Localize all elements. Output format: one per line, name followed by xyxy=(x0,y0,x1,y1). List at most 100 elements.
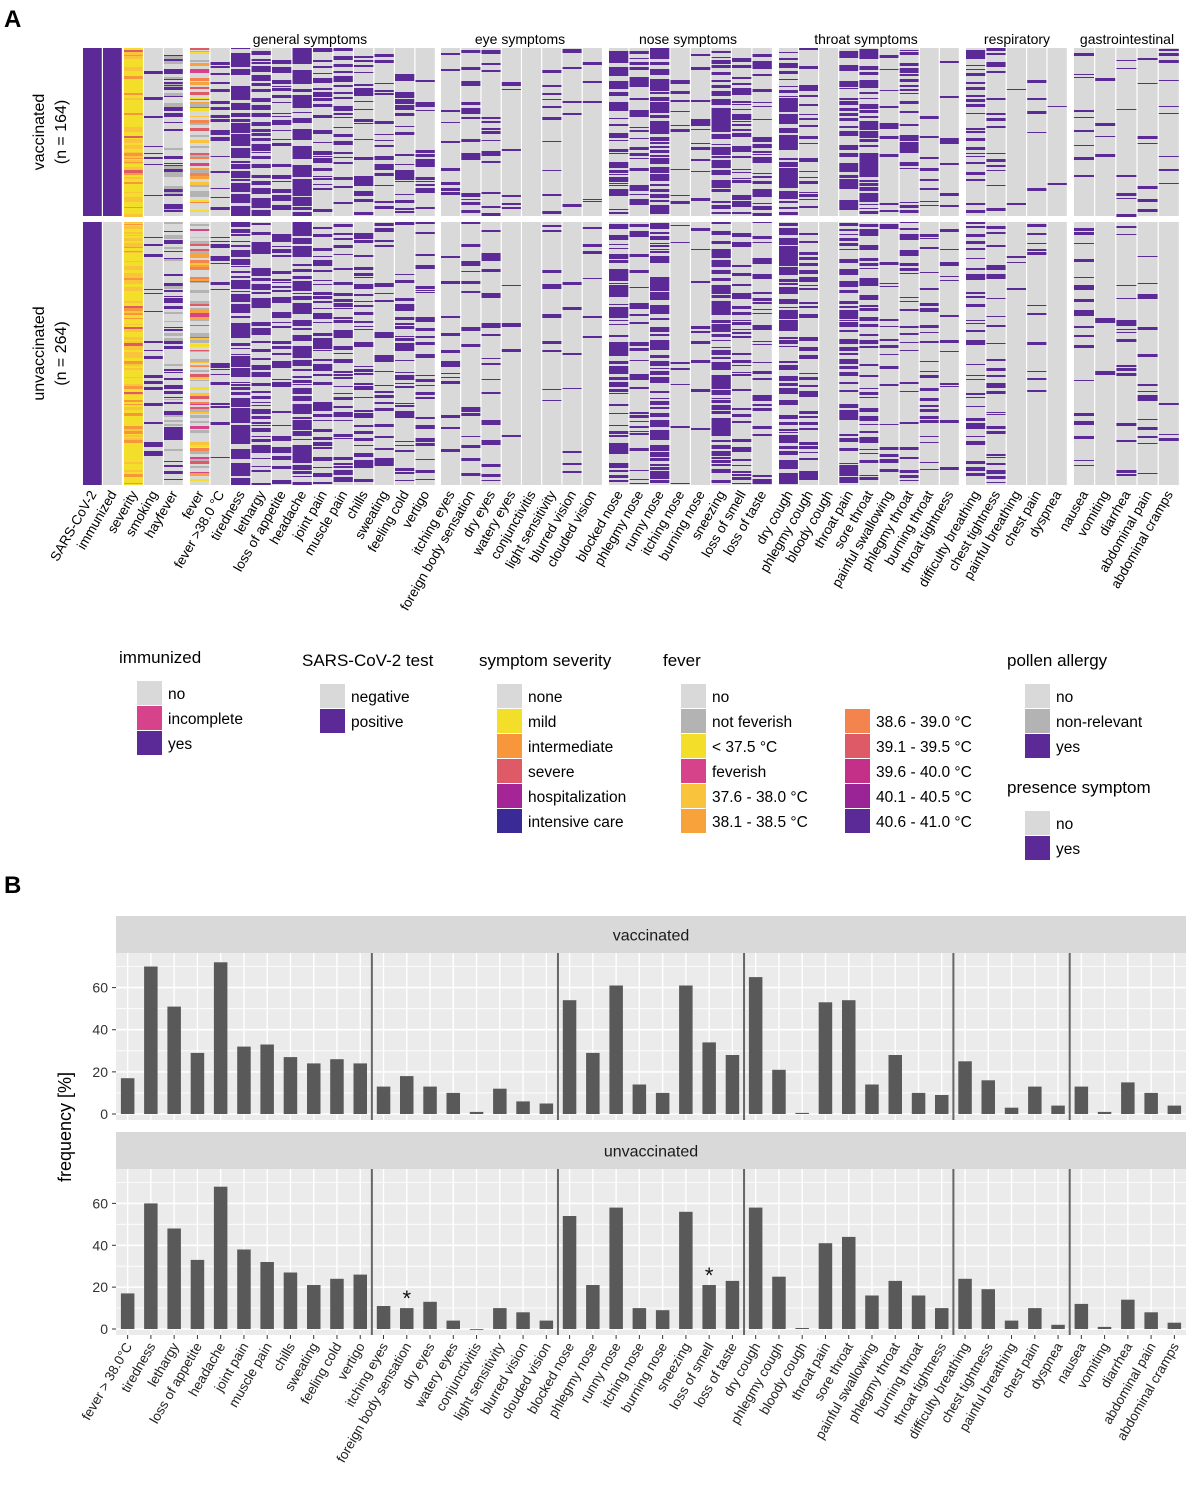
heatmap-cell xyxy=(859,438,879,440)
heatmap-cell xyxy=(124,87,143,90)
heatmap-cell xyxy=(292,269,312,270)
heatmap-cell xyxy=(313,158,333,161)
heatmap-cell xyxy=(650,445,670,448)
heatmap-cell xyxy=(859,176,879,177)
heatmap-cell xyxy=(966,268,986,270)
heatmap-cell xyxy=(231,371,251,372)
heatmap-cell xyxy=(190,263,210,265)
heatmap-cell xyxy=(124,208,143,210)
heatmap-cell xyxy=(779,299,798,302)
heatmap-cell xyxy=(292,252,312,254)
heatmap-cell xyxy=(986,170,1006,171)
heatmap-cell xyxy=(124,285,143,287)
heatmap-cell xyxy=(1074,259,1094,261)
heatmap-cell xyxy=(650,140,670,141)
heatmap-cell xyxy=(542,117,562,120)
heatmap-cell xyxy=(879,136,899,139)
heatmap-cell xyxy=(333,97,353,99)
heatmap-cell xyxy=(779,251,798,252)
heatmap-cell xyxy=(272,102,292,103)
heatmap-cell xyxy=(1027,313,1047,315)
heatmap-cell xyxy=(231,294,251,296)
bar-throat-tightness xyxy=(935,1308,949,1329)
bar-itching-eyes xyxy=(376,1086,391,1114)
heatmap-cell xyxy=(190,51,210,52)
heatmap-cell xyxy=(190,173,210,176)
heatmap-cell xyxy=(609,451,629,454)
heatmap-cell xyxy=(1074,228,1094,231)
heatmap-cell xyxy=(313,153,333,155)
heatmap-cell xyxy=(711,288,731,291)
heatmap-cell xyxy=(839,165,859,166)
heatmap-cell xyxy=(124,189,143,192)
heatmap-cell xyxy=(251,191,271,194)
heatmap-cell xyxy=(711,163,731,165)
heatmap-cell xyxy=(779,307,798,308)
heatmap-cell xyxy=(415,267,435,268)
heatmap-column-throat-tightness xyxy=(939,222,959,485)
heatmap-cell xyxy=(313,227,333,229)
heatmap-cell xyxy=(839,434,859,436)
heatmap-cell xyxy=(1074,157,1094,160)
heatmap-cell xyxy=(752,371,772,374)
heatmap-cell xyxy=(582,81,602,83)
heatmap-cell xyxy=(919,398,939,401)
heatmap-cell xyxy=(292,389,312,391)
heatmap-cell xyxy=(124,265,143,266)
heatmap-cell xyxy=(1074,299,1094,302)
heatmap-cell xyxy=(859,397,879,398)
bar-light-sensitivity xyxy=(493,1308,507,1329)
heatmap-cell xyxy=(190,163,210,166)
heatmap-cell xyxy=(966,364,986,365)
heatmap-cell xyxy=(164,204,183,206)
heatmap-cell xyxy=(190,108,210,111)
heatmap-cell xyxy=(354,342,374,345)
heatmap-cell xyxy=(650,86,670,87)
heatmap-cell xyxy=(711,73,731,75)
heatmap-cell xyxy=(879,155,899,157)
heatmap-cell xyxy=(374,402,394,404)
heatmap-cell xyxy=(313,249,333,251)
heatmap-cell xyxy=(752,181,772,182)
heatmap-cell xyxy=(190,70,210,73)
heatmap-cell xyxy=(650,167,670,170)
heatmap-cell xyxy=(124,437,143,438)
heatmap-cell xyxy=(292,133,312,135)
heatmap-cell xyxy=(313,280,333,281)
heatmap-cell xyxy=(1095,123,1116,126)
heatmap-cell xyxy=(231,259,251,261)
heatmap-cell xyxy=(650,200,670,202)
heatmap-cell xyxy=(395,113,415,116)
heatmap-cell xyxy=(164,301,183,303)
heatmap-cell xyxy=(124,391,143,392)
heatmap-cell xyxy=(691,67,711,70)
heatmap-cell xyxy=(272,466,292,469)
heatmap-cell xyxy=(966,276,986,278)
heatmap-cell xyxy=(164,402,183,404)
heatmap-cell xyxy=(231,454,251,456)
heatmap-cell xyxy=(190,344,210,347)
legend-label-39-1-39-5-c: 39.1 - 39.5 °C xyxy=(876,739,972,756)
heatmap-cell xyxy=(732,172,752,173)
heatmap-cell xyxy=(879,126,899,129)
heatmap-cell xyxy=(231,463,251,465)
heatmap-cell xyxy=(779,432,798,433)
heatmap-cell xyxy=(839,284,859,285)
heatmap-cell xyxy=(799,452,818,453)
heatmap-cell xyxy=(441,449,461,452)
heatmap-cell xyxy=(779,191,798,192)
heatmap-cell xyxy=(124,270,143,273)
heatmap-cell xyxy=(190,99,210,100)
heatmap-cell xyxy=(609,192,629,193)
heatmap-cell xyxy=(919,411,939,412)
heatmap-cell xyxy=(231,430,251,433)
heatmap-cell xyxy=(609,475,629,476)
heatmap-cell xyxy=(562,388,582,389)
heatmap-cell xyxy=(859,52,879,55)
heatmap-cell xyxy=(799,85,818,88)
heatmap-cell xyxy=(395,194,415,195)
heatmap-cell xyxy=(124,306,143,308)
heatmap-cell xyxy=(313,130,333,133)
heatmap-cell xyxy=(124,341,143,343)
heatmap-cell xyxy=(124,224,143,225)
